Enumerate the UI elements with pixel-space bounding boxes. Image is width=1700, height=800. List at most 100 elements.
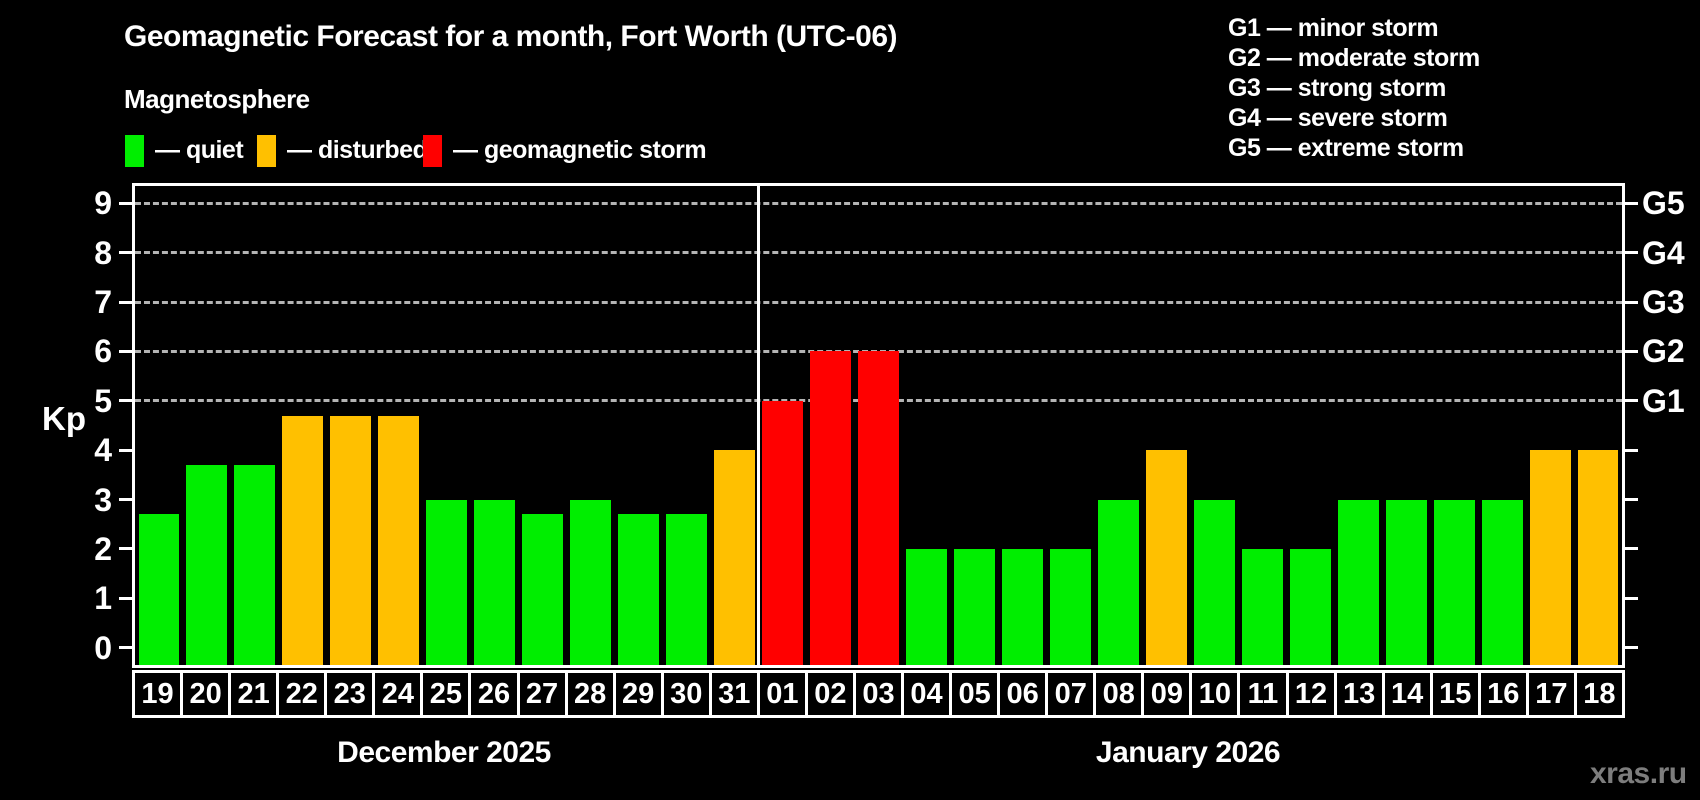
kp-bar-30 — [666, 514, 708, 665]
kp-bar-04 — [905, 548, 947, 665]
day-label-03: 03 — [852, 673, 901, 715]
plot-area — [132, 183, 1625, 668]
y-tick-label-0: 0 — [94, 629, 112, 666]
y-tick-label-6: 6 — [94, 333, 112, 370]
y-tick-left-7 — [119, 300, 132, 304]
y-tick-left-1 — [119, 596, 132, 600]
g-scale-legend: G1 — minor storm G2 — moderate storm G3 — … — [1228, 13, 1480, 163]
gridline-kp-6 — [135, 349, 1622, 353]
day-label-16: 16 — [1477, 673, 1526, 715]
kp-bar-27 — [522, 514, 564, 665]
kp-bar-25 — [426, 499, 468, 665]
legend-label-quiet: — quiet — [155, 136, 244, 164]
kp-bar-23 — [330, 415, 372, 665]
kp-bar-16 — [1481, 499, 1523, 665]
legend-swatch-disturbed — [257, 134, 276, 167]
y-tick-right-8 — [1625, 251, 1638, 255]
y-tick-left-2 — [119, 547, 132, 551]
month-label-december: December 2025 — [337, 736, 551, 769]
kp-bar-01 — [762, 400, 804, 665]
day-label-23: 23 — [324, 673, 372, 715]
day-label-19: 19 — [141, 677, 174, 710]
y-axis-title: Kp — [42, 400, 86, 437]
y-tick-label-3: 3 — [94, 481, 112, 518]
g-axis-label-G4: G4 — [1642, 234, 1685, 271]
magnetosphere-label: Magnetosphere — [124, 84, 310, 114]
day-label-24: 24 — [372, 673, 420, 715]
y-tick-left-4 — [119, 448, 132, 452]
day-label-04: 04 — [901, 673, 949, 715]
g-legend-line-G2: G2 — moderate storm — [1228, 44, 1480, 72]
kp-bar-24 — [378, 415, 420, 665]
kp-bar-18 — [1577, 450, 1619, 665]
day-label-18: 18 — [1573, 673, 1622, 715]
day-label-25: 25 — [420, 673, 468, 715]
y-tick-right-2 — [1625, 547, 1638, 551]
kp-bar-08 — [1097, 499, 1139, 665]
y-tick-right-3 — [1625, 498, 1638, 502]
gridline-kp-9 — [135, 201, 1622, 205]
day-label-13: 13 — [1333, 673, 1382, 715]
kp-bar-11 — [1241, 548, 1283, 665]
day-label-12: 12 — [1285, 673, 1334, 715]
y-tick-right-9 — [1625, 201, 1638, 205]
day-label-11: 11 — [1237, 673, 1285, 715]
kp-bar-03 — [858, 351, 899, 665]
legend-swatch-storm — [423, 134, 442, 167]
y-tick-label-5: 5 — [94, 382, 112, 419]
day-label-09: 09 — [1141, 673, 1189, 715]
day-label-14: 14 — [1381, 673, 1430, 715]
chart-title: Geomagnetic Forecast for a month, Fort W… — [124, 20, 898, 53]
day-label-17: 17 — [1525, 673, 1574, 715]
y-tick-right-0 — [1625, 646, 1638, 650]
kp-bar-05 — [953, 548, 995, 665]
kp-bar-19 — [138, 514, 180, 665]
g-legend-line-G3: G3 — strong storm — [1228, 74, 1446, 102]
day-label-07: 07 — [1045, 673, 1093, 715]
y-tick-label-1: 1 — [94, 580, 112, 617]
g-legend-line-G1: G1 — minor storm — [1228, 14, 1439, 42]
day-label-15: 15 — [1429, 673, 1478, 715]
day-label-02: 02 — [804, 673, 853, 715]
legend-item-quiet: — quiet — [125, 134, 244, 167]
kp-bar-31 — [714, 450, 756, 665]
g-axis-label-G1: G1 — [1642, 382, 1685, 419]
y-tick-left-6 — [119, 349, 132, 353]
g-axis-label-G5: G5 — [1642, 185, 1685, 222]
day-label-27: 27 — [516, 673, 565, 715]
g-legend-line-G4: G4 — severe storm — [1228, 104, 1448, 132]
month-separator — [757, 186, 761, 665]
day-label-31: 31 — [708, 673, 757, 715]
day-label-08: 08 — [1093, 673, 1141, 715]
day-label-28: 28 — [564, 673, 613, 715]
y-tick-left-0 — [119, 646, 132, 650]
kp-bar-20 — [186, 465, 228, 665]
g-axis-label-G2: G2 — [1642, 333, 1685, 370]
kp-bar-26 — [474, 499, 516, 665]
kp-bar-21 — [234, 465, 276, 665]
day-label-10: 10 — [1189, 673, 1237, 715]
kp-bar-17 — [1529, 450, 1571, 665]
legend-swatch-quiet — [125, 134, 144, 167]
day-label-01: 01 — [756, 673, 805, 715]
y-tick-right-7 — [1625, 300, 1638, 304]
legend-item-storm: — geomagnetic storm — [423, 134, 707, 167]
y-tick-left-3 — [119, 498, 132, 502]
y-tick-right-1 — [1625, 596, 1638, 600]
day-label-06: 06 — [997, 673, 1045, 715]
y-tick-label-8: 8 — [94, 234, 112, 271]
kp-bar-07 — [1049, 548, 1091, 665]
month-label-january: January 2026 — [1095, 736, 1281, 769]
day-label-26: 26 — [468, 673, 516, 715]
g-legend-line-G5: G5 — extreme storm — [1228, 134, 1464, 162]
day-label-30: 30 — [660, 673, 709, 715]
kp-bar-13 — [1337, 499, 1379, 665]
y-tick-label-9: 9 — [94, 185, 112, 222]
y-tick-label-7: 7 — [94, 284, 112, 321]
kp-bar-14 — [1385, 499, 1427, 665]
y-tick-label-2: 2 — [94, 530, 112, 567]
day-axis-row: 19 20 21 22 23 24 25 26 27 28 29 30 31 01 02 03 04 05 06 07… — [132, 670, 1625, 718]
kp-bar-12 — [1289, 548, 1331, 665]
day-label-05: 05 — [949, 673, 997, 715]
